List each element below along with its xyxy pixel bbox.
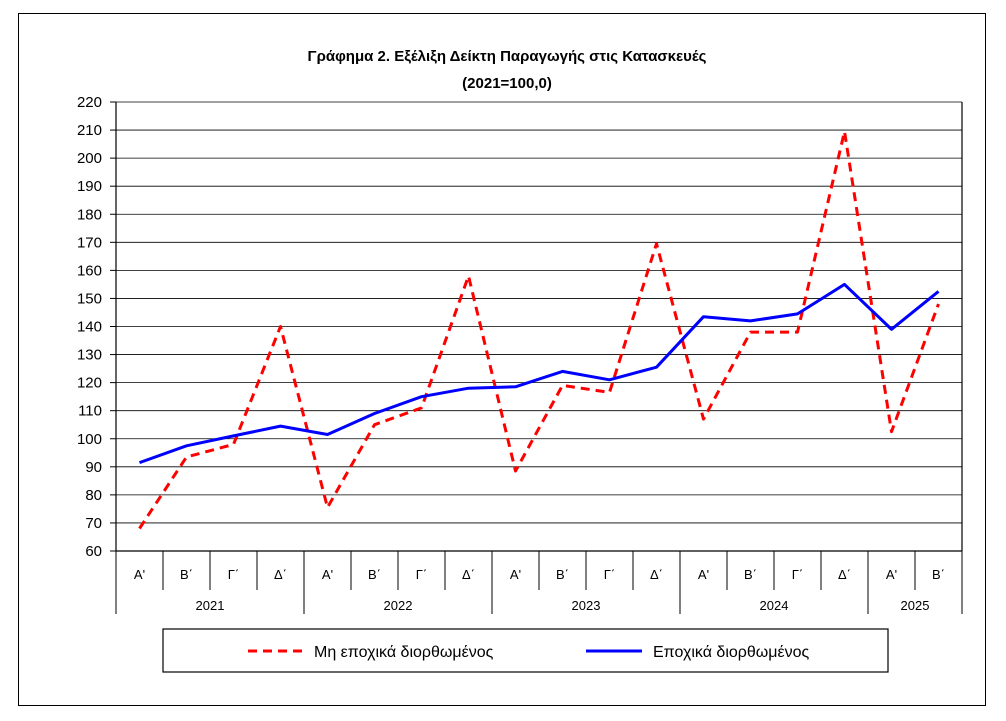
quarter-label: Γ΄ bbox=[416, 567, 428, 582]
year-label: 2023 bbox=[572, 598, 601, 613]
y-tick-label: 220 bbox=[77, 94, 102, 111]
legend: Μη εποχικά διορθωμένος Εποχικά διορθωμέν… bbox=[162, 628, 889, 673]
quarter-label: Β΄ bbox=[932, 567, 945, 582]
quarter-label: Γ΄ bbox=[604, 567, 616, 582]
axes bbox=[115, 102, 963, 551]
series-line-non-adjusted bbox=[138, 130, 940, 530]
quarter-label: Β΄ bbox=[180, 567, 193, 582]
legend-label-non-adjusted: Μη εποχικά διορθωμένος bbox=[314, 644, 494, 661]
quarter-label: Α' bbox=[322, 567, 333, 582]
year-label: 2025 bbox=[901, 598, 930, 613]
year-label: 2024 bbox=[760, 598, 789, 613]
y-axis-ticks: 60 70 80 90 100 110 120 130 140 150 160 170 180 190 20… bbox=[77, 94, 116, 560]
quarter-label: Δ΄ bbox=[274, 567, 287, 582]
y-tick-label: 130 bbox=[77, 347, 102, 364]
y-tick-label: 90 bbox=[85, 459, 102, 476]
quarter-label: Β΄ bbox=[744, 567, 757, 582]
chart-subtitle: (2021=100,0) bbox=[462, 75, 552, 92]
legend-label-adjusted: Εποχικά διορθωμένος bbox=[653, 644, 810, 661]
y-tick-label: 80 bbox=[85, 487, 102, 504]
quarter-label: Δ΄ bbox=[650, 567, 663, 582]
y-tick-label: 70 bbox=[85, 515, 102, 532]
series-lines bbox=[138, 130, 940, 530]
y-tick-label: 110 bbox=[78, 403, 102, 420]
y-tick-label: 60 bbox=[85, 543, 102, 560]
quarter-label: Β΄ bbox=[368, 567, 381, 582]
y-tick-label: 100 bbox=[77, 431, 102, 448]
quarter-label: Δ΄ bbox=[462, 567, 475, 582]
y-tick-label: 180 bbox=[77, 206, 102, 223]
y-tick-label: 150 bbox=[77, 290, 102, 307]
y-tick-label: 170 bbox=[77, 234, 102, 251]
y-tick-label: 190 bbox=[77, 178, 102, 195]
y-tick-label: 160 bbox=[77, 262, 102, 279]
x-axis-categories: Α' Β΄ Γ΄ Δ΄ Α' Β΄ Γ΄ Δ΄ Α' Β΄ Γ΄ Δ΄ Α' Β΄ Γ΄ Δ΄ Α' Β΄ 2021… bbox=[115, 551, 963, 614]
y-tick-label: 210 bbox=[77, 122, 102, 139]
quarter-label: Γ΄ bbox=[228, 567, 240, 582]
chart-frame bbox=[18, 13, 986, 706]
year-label: 2021 bbox=[196, 598, 225, 613]
y-tick-label: 200 bbox=[77, 150, 102, 167]
quarter-label: Β΄ bbox=[556, 567, 569, 582]
y-tick-label: 120 bbox=[77, 375, 102, 392]
series-line-adjusted bbox=[138, 282, 940, 465]
quarter-label: Α' bbox=[510, 567, 521, 582]
y-tick-label: 140 bbox=[77, 319, 102, 336]
quarter-label: Α' bbox=[886, 567, 897, 582]
quarter-label: Γ΄ bbox=[792, 567, 804, 582]
legend-box bbox=[162, 628, 889, 673]
quarter-label: Α' bbox=[698, 567, 709, 582]
year-label: 2022 bbox=[384, 598, 413, 613]
quarter-label: Δ΄ bbox=[838, 567, 851, 582]
chart-title: Γράφημα 2. Εξέλιξη Δείκτη Παραγωγής στις… bbox=[308, 48, 707, 65]
quarter-label: Α' bbox=[134, 567, 145, 582]
